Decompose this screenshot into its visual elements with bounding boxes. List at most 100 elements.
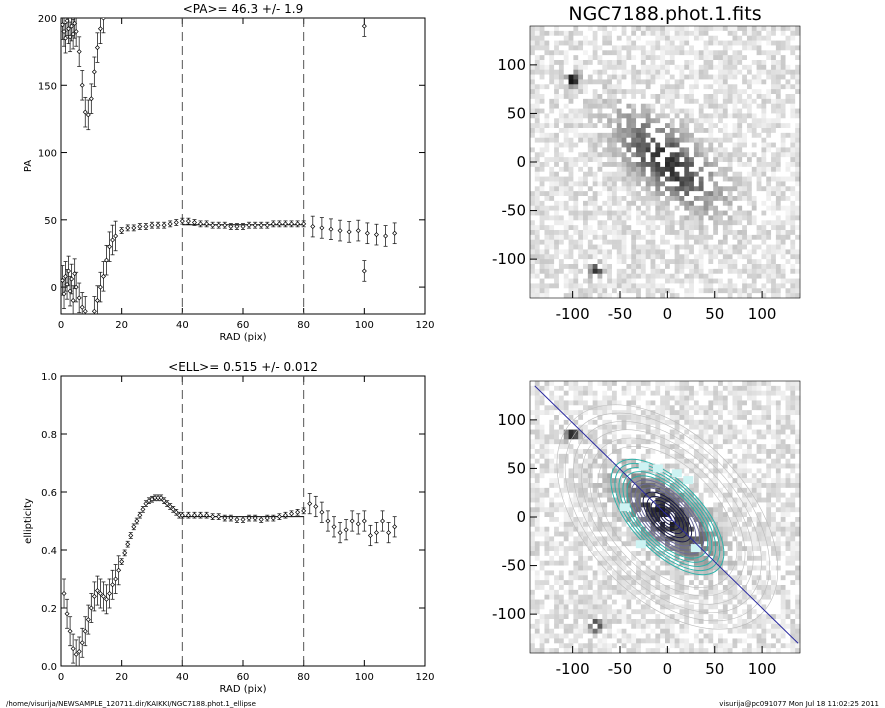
- image-pixel: [660, 254, 666, 260]
- image-pixel: [626, 45, 632, 51]
- image-pixel: [679, 205, 685, 211]
- data-point: [113, 233, 119, 239]
- image-pixel: [539, 560, 545, 566]
- image-pixel: [689, 254, 695, 260]
- image-pixel: [554, 565, 560, 571]
- x-tick-label: 100: [355, 320, 374, 331]
- image-pixel: [587, 225, 593, 231]
- image-pixel: [597, 410, 603, 416]
- image-pixel: [597, 196, 603, 202]
- image-pixel: [616, 390, 622, 396]
- image-pixel: [708, 215, 714, 221]
- image-pixel: [563, 390, 569, 396]
- image-pixel: [684, 26, 690, 32]
- image-pixel: [636, 98, 642, 105]
- image-pixel: [746, 166, 753, 173]
- image-pixel: [665, 79, 671, 85]
- image-pixel: [785, 103, 791, 109]
- image-pixel: [602, 64, 608, 71]
- image-pixel: [587, 283, 593, 289]
- image-pixel: [756, 30, 762, 37]
- image-pixel: [578, 278, 584, 284]
- image-pixel: [780, 103, 786, 109]
- image-pixel: [790, 210, 796, 216]
- image-pixel: [718, 205, 724, 211]
- image-pixel: [698, 45, 704, 51]
- image-pixel: [727, 186, 733, 192]
- image-pixel: [655, 234, 661, 241]
- image-pixel: [756, 60, 762, 66]
- image-pixel: [597, 98, 603, 105]
- image-pixel: [530, 210, 536, 216]
- image-pixel: [674, 225, 680, 231]
- image-pixel: [568, 633, 574, 639]
- image-pixel: [611, 230, 618, 236]
- image-pixel: [602, 234, 608, 241]
- image-pixel: [626, 79, 632, 85]
- image-pixel: [621, 166, 627, 173]
- image-pixel: [621, 536, 627, 542]
- image-pixel: [592, 536, 598, 542]
- data-point: [364, 230, 370, 236]
- image-pixel: [631, 123, 637, 129]
- image-pixel: [679, 94, 685, 100]
- image-pixel: [544, 196, 550, 202]
- image-pixel: [544, 565, 550, 571]
- image-pixel: [640, 89, 647, 95]
- image-pixel: [558, 521, 565, 528]
- image-pixel: [737, 113, 743, 119]
- image-pixel: [742, 103, 748, 109]
- image-pixel: [544, 264, 550, 270]
- image-pixel: [751, 142, 757, 148]
- image-pixel: [679, 30, 685, 37]
- image-pixel: [645, 55, 651, 61]
- data-point: [282, 221, 288, 227]
- image-pixel: [607, 147, 613, 153]
- image-pixel: [563, 580, 569, 586]
- image-pixel: [539, 142, 545, 148]
- image-pixel: [558, 128, 565, 134]
- image-pixel: [645, 60, 651, 66]
- image-pixel: [761, 142, 767, 148]
- image-pixel: [780, 108, 786, 114]
- image-pixel: [636, 103, 642, 109]
- image-pixel: [746, 186, 753, 192]
- image-pixel: [626, 264, 632, 270]
- image-pixel: [583, 137, 589, 143]
- image-pixel: [742, 98, 748, 105]
- image-pixel: [766, 55, 772, 61]
- image-pixel: [607, 526, 613, 532]
- image-pixel: [534, 643, 540, 649]
- image-pixel: [771, 176, 777, 182]
- image-pixel: [636, 45, 642, 51]
- image-pixel: [660, 64, 666, 71]
- image-pixel: [785, 196, 791, 202]
- image-pixel: [669, 84, 675, 90]
- image-pixel: [713, 239, 719, 245]
- image-pixel: [761, 64, 767, 71]
- image-pixel: [742, 196, 748, 202]
- image-pixel: [631, 225, 637, 231]
- image-pixel: [544, 648, 550, 654]
- image-pixel: [563, 225, 569, 231]
- image-pixel: [732, 55, 738, 61]
- image-pixel: [665, 166, 671, 173]
- image-pixel: [554, 570, 560, 576]
- image-pixel: [780, 113, 786, 119]
- image-pixel: [645, 230, 651, 236]
- image-pixel: [597, 200, 603, 207]
- image-pixel: [621, 283, 627, 289]
- image-pixel: [751, 288, 757, 294]
- image-pixel: [544, 497, 550, 503]
- image-pixel: [602, 536, 608, 542]
- image-pixel: [621, 483, 627, 489]
- image-pixel: [737, 30, 743, 37]
- image-pixel: [558, 594, 565, 600]
- image-pixel: [549, 381, 555, 387]
- image-pixel: [534, 458, 540, 464]
- image-pixel: [544, 521, 550, 528]
- image-pixel: [795, 283, 801, 289]
- image-pixel: [549, 444, 555, 450]
- image-pixel: [790, 171, 796, 177]
- image-pixel: [790, 147, 796, 153]
